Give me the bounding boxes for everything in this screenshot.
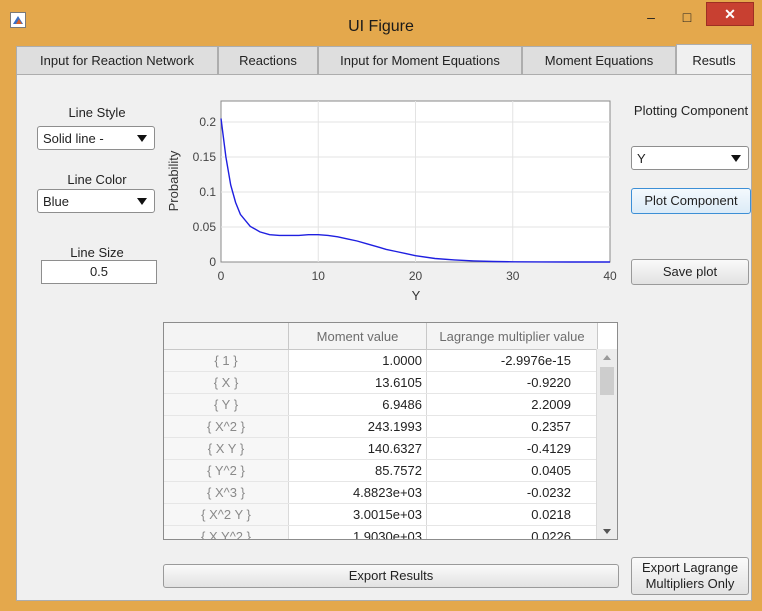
- row-label: { X^2 }: [164, 415, 289, 438]
- row-label: { X }: [164, 371, 289, 394]
- window-title: UI Figure: [348, 18, 414, 35]
- line-style-label: Line Style: [68, 105, 126, 120]
- moment-cell[interactable]: 13.6105: [288, 371, 427, 394]
- lagrange-multiplier-header[interactable]: Lagrange multiplier value: [426, 323, 598, 350]
- table-header-row: Moment value Lagrange multiplier value: [164, 323, 598, 350]
- moment-cell[interactable]: 1.9030e+03: [288, 525, 427, 539]
- figure-app-icon: [10, 12, 26, 28]
- table-row[interactable]: { X } 13.6105 -0.9220: [164, 371, 598, 394]
- row-label: { X Y^2 }: [164, 525, 289, 539]
- table-row[interactable]: { Y^2 } 85.7572 0.0405: [164, 459, 598, 482]
- plotting-component-label: Plotting Component: [633, 103, 749, 118]
- lagrange-cell[interactable]: -0.9220: [426, 371, 598, 394]
- plot-component-button[interactable]: Plot Component: [631, 188, 751, 214]
- x-tick-label: 0: [218, 269, 225, 283]
- row-label: { X Y }: [164, 437, 289, 460]
- moment-cell[interactable]: 1.0000: [288, 349, 427, 372]
- x-tick-label: 30: [506, 269, 520, 283]
- line-color-value: Blue: [43, 194, 70, 209]
- plotting-component-dropdown[interactable]: Y: [631, 146, 749, 170]
- x-tick-label: 40: [603, 269, 617, 283]
- series-line: [220, 118, 610, 263]
- row-label: { 1 }: [164, 349, 289, 372]
- moment-cell[interactable]: 4.8823e+03: [288, 481, 427, 504]
- moment-cell[interactable]: 140.6327: [288, 437, 427, 460]
- results-panel: Line Style Solid line - Line Color Blue …: [16, 74, 752, 601]
- table-row[interactable]: { X Y } 140.6327 -0.4129: [164, 437, 598, 460]
- save-plot-button[interactable]: Save plot: [631, 259, 749, 285]
- y-axis-label: Probability: [166, 150, 181, 211]
- line-size-input[interactable]: 0.5: [41, 260, 157, 284]
- moment-cell[interactable]: 6.9486: [288, 393, 427, 416]
- plotting-component-value: Y: [637, 151, 646, 166]
- scrollbar-thumb[interactable]: [600, 367, 614, 395]
- chevron-down-icon: [137, 198, 147, 205]
- row-header-column: [164, 323, 289, 350]
- scroll-up-arrow-icon[interactable]: [603, 355, 611, 360]
- table-row[interactable]: { X^3 } 4.8823e+03 -0.0232: [164, 481, 598, 504]
- y-tick-label: 0.2: [199, 115, 216, 129]
- table-row[interactable]: { X^2 Y } 3.0015e+03 0.0218: [164, 503, 598, 526]
- table-scrollbar[interactable]: [596, 349, 617, 539]
- tab-input-reaction-network[interactable]: Input for Reaction Network: [16, 46, 218, 74]
- row-label: { Y^2 }: [164, 459, 289, 482]
- lagrange-cell[interactable]: -0.0232: [426, 481, 598, 504]
- lagrange-cell[interactable]: 2.2009: [426, 393, 598, 416]
- lagrange-cell[interactable]: 0.2357: [426, 415, 598, 438]
- export-lagrange-line2: Multipliers Only: [645, 576, 735, 591]
- export-lagrange-line1: Export Lagrange: [641, 560, 739, 575]
- moment-cell[interactable]: 243.1993: [288, 415, 427, 438]
- x-axis-label: Y: [412, 288, 421, 303]
- tab-reactions[interactable]: Reactions: [218, 46, 318, 74]
- row-label: { X^2 Y }: [164, 503, 289, 526]
- tab-strip: Input for Reaction Network Reactions Inp…: [16, 44, 752, 74]
- row-label: { X^3 }: [164, 481, 289, 504]
- row-label: { Y }: [164, 393, 289, 416]
- tab-input-moment-equations[interactable]: Input for Moment Equations: [318, 46, 522, 74]
- table-row[interactable]: { Y } 6.9486 2.2009: [164, 393, 598, 416]
- results-table-grid: Moment value Lagrange multiplier value {…: [164, 323, 598, 539]
- tab-moment-equations[interactable]: Moment Equations: [522, 46, 676, 74]
- close-button[interactable]: ✕: [706, 2, 754, 26]
- lagrange-cell[interactable]: -2.9976e-15: [426, 349, 598, 372]
- title-bar: UI Figure – □ ✕: [0, 0, 762, 46]
- table-row[interactable]: { 1 } 1.0000 -2.9976e-15: [164, 349, 598, 372]
- x-tick-label: 20: [409, 269, 423, 283]
- lagrange-cell[interactable]: 0.0405: [426, 459, 598, 482]
- line-color-dropdown[interactable]: Blue: [37, 189, 155, 213]
- chevron-down-icon: [137, 135, 147, 142]
- results-table[interactable]: Moment value Lagrange multiplier value {…: [163, 322, 618, 540]
- lagrange-cell[interactable]: 0.0218: [426, 503, 598, 526]
- line-color-label: Line Color: [67, 172, 127, 187]
- line-style-dropdown[interactable]: Solid line -: [37, 126, 155, 150]
- lagrange-cell[interactable]: 0.0226: [426, 525, 598, 539]
- tab-results[interactable]: Resutls: [676, 44, 752, 74]
- x-tick-label: 10: [312, 269, 326, 283]
- y-tick-label: 0.05: [193, 220, 217, 234]
- chevron-down-icon: [731, 155, 741, 162]
- lagrange-cell[interactable]: -0.4129: [426, 437, 598, 460]
- maximize-button[interactable]: □: [682, 9, 692, 25]
- line-style-value: Solid line -: [43, 131, 104, 146]
- table-row[interactable]: { X Y^2 } 1.9030e+03 0.0226: [164, 525, 598, 539]
- export-lagrange-button[interactable]: Export Lagrange Multipliers Only: [631, 557, 749, 595]
- moment-cell[interactable]: 85.7572: [288, 459, 427, 482]
- moment-value-header[interactable]: Moment value: [288, 323, 427, 350]
- scroll-down-arrow-icon[interactable]: [603, 529, 611, 534]
- export-results-button[interactable]: Export Results: [163, 564, 619, 588]
- y-tick-label: 0.1: [199, 185, 216, 199]
- moment-cell[interactable]: 3.0015e+03: [288, 503, 427, 526]
- table-row[interactable]: { X^2 } 243.1993 0.2357: [164, 415, 598, 438]
- y-tick-label: 0: [209, 255, 216, 269]
- y-tick-label: 0.15: [193, 150, 217, 164]
- probability-plot: 0 10 20 30 40 0 0.05 0.1 0.15 0.2 Y Probability: [166, 100, 617, 303]
- minimize-button[interactable]: –: [647, 9, 655, 25]
- line-size-label: Line Size: [70, 245, 124, 260]
